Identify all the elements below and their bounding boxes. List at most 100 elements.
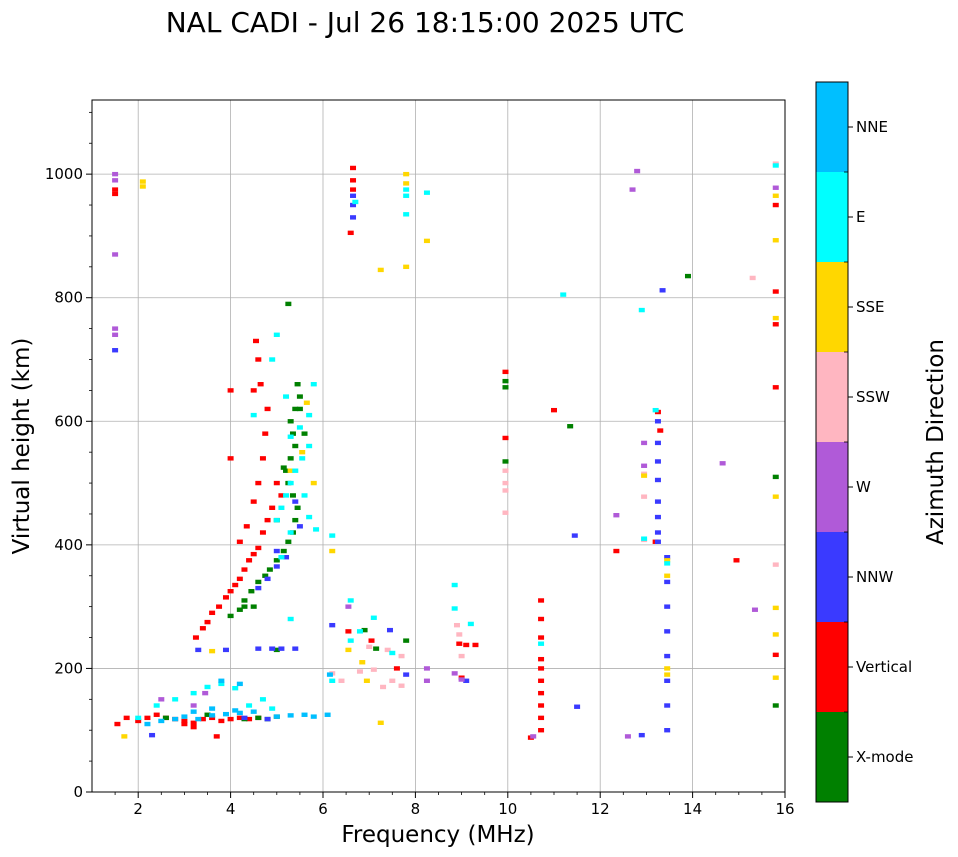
- echo-point: [664, 579, 671, 585]
- echo-point: [530, 734, 537, 739]
- echo-point: [112, 191, 119, 197]
- echo-point: [654, 539, 661, 544]
- echo-point: [255, 357, 262, 362]
- echo-point: [241, 715, 248, 721]
- echo-point: [772, 675, 779, 680]
- echo-point: [538, 616, 545, 622]
- echo-point: [190, 720, 197, 725]
- echo-point: [280, 465, 287, 470]
- echo-point: [403, 193, 410, 198]
- echo-point: [259, 530, 266, 535]
- echo-point: [326, 672, 333, 677]
- echo-point: [243, 524, 250, 529]
- echo-point: [538, 703, 545, 708]
- echo-point: [266, 567, 273, 572]
- echo-point: [158, 697, 165, 702]
- colorbar: X-mode Vertical NNW W SSW SSE E NNE: [815, 81, 913, 803]
- echo-point: [502, 369, 509, 375]
- echo-point: [202, 690, 209, 696]
- echo-point: [654, 530, 661, 535]
- echo-point: [195, 716, 202, 722]
- echo-point: [262, 573, 269, 578]
- echo-point: [273, 480, 280, 486]
- plot-background: [92, 100, 785, 792]
- colorbar-category-label: X-mode: [856, 748, 913, 766]
- colorbar-category-label: W: [856, 478, 871, 496]
- echo-point: [347, 598, 354, 603]
- echo-point: [772, 322, 779, 327]
- echo-point: [463, 642, 470, 648]
- echo-point: [246, 558, 253, 563]
- x-tick-label: 2: [133, 800, 143, 818]
- y-axis-ticks: 0 200 400 600 800 1000: [45, 111, 92, 801]
- colorbar-category-label: E: [856, 208, 865, 226]
- echo-point: [345, 604, 352, 609]
- echo-point: [135, 718, 142, 724]
- colorbar-segment: [816, 262, 848, 352]
- chart-title: NAL CADI - Jul 26 18:15:00 2025 UTC: [166, 6, 685, 39]
- echo-point: [664, 561, 671, 566]
- echo-point: [181, 718, 188, 724]
- trace-w: [112, 168, 779, 739]
- echo-point: [283, 394, 290, 399]
- echo-point: [456, 641, 463, 646]
- echo-point: [370, 615, 377, 620]
- echo-point: [199, 716, 206, 722]
- echo-point: [294, 505, 301, 510]
- echo-point: [158, 718, 165, 724]
- echo-point: [453, 622, 460, 628]
- trace-sse: [121, 171, 779, 739]
- colorbar-category-label: NNW: [856, 568, 893, 586]
- echo-point: [273, 558, 280, 563]
- echo-point: [350, 193, 357, 198]
- echo-point: [112, 252, 119, 257]
- echo-point: [324, 712, 331, 717]
- echo-point: [403, 181, 410, 186]
- echo-point: [292, 443, 299, 449]
- echo-point: [638, 732, 645, 738]
- echo-point: [287, 713, 294, 718]
- echo-point: [377, 267, 384, 273]
- echo-point: [423, 190, 430, 195]
- echo-point: [772, 163, 779, 168]
- echo-point: [112, 348, 119, 353]
- echo-point: [232, 582, 239, 588]
- echo-point: [664, 629, 671, 634]
- echo-point: [772, 562, 779, 567]
- echo-point: [287, 616, 294, 622]
- echo-point: [502, 468, 509, 473]
- echo-point: [350, 202, 357, 208]
- colorbar-segment: [816, 442, 848, 532]
- echo-point: [313, 527, 320, 532]
- echo-point: [538, 678, 545, 683]
- echo-point: [292, 468, 299, 473]
- echo-point: [232, 686, 239, 691]
- echo-point: [538, 715, 545, 721]
- echo-point: [458, 677, 465, 682]
- echo-point: [301, 712, 308, 717]
- echo-point: [213, 734, 220, 739]
- echo-point: [216, 604, 223, 609]
- echo-point: [393, 666, 400, 671]
- echo-point: [772, 385, 779, 390]
- echo-point: [684, 273, 691, 279]
- echo-point: [451, 606, 458, 611]
- echo-point: [218, 678, 225, 683]
- echo-point: [269, 706, 276, 711]
- echo-point: [222, 711, 229, 717]
- echo-point: [423, 678, 430, 683]
- echo-point: [273, 714, 280, 719]
- echo-point: [181, 721, 188, 727]
- echo-point: [641, 440, 648, 446]
- echo-point: [227, 388, 234, 393]
- echo-point: [190, 703, 197, 708]
- echo-point: [135, 715, 142, 721]
- echo-point: [502, 510, 509, 515]
- echo-point: [232, 708, 239, 713]
- echo-point: [250, 604, 257, 609]
- echo-point: [172, 697, 179, 702]
- echo-point: [403, 187, 410, 192]
- echo-point: [398, 653, 405, 659]
- y-tick-label: 400: [54, 536, 83, 554]
- echo-point: [255, 715, 262, 721]
